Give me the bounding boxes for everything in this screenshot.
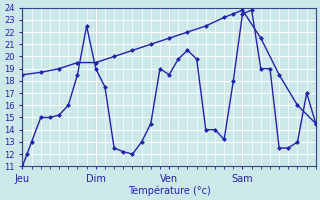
X-axis label: Température (°c): Température (°c) — [128, 185, 211, 196]
